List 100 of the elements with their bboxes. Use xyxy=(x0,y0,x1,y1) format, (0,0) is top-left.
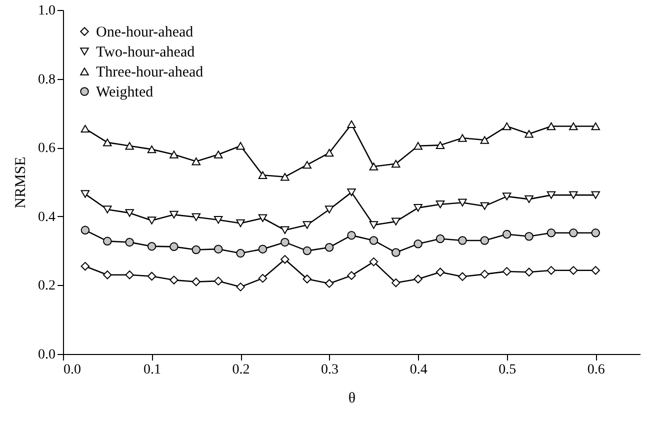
x-tick-label: 0.3 xyxy=(321,362,339,378)
point xyxy=(214,216,223,224)
point xyxy=(103,236,112,246)
point xyxy=(480,136,490,144)
point xyxy=(546,191,556,199)
point xyxy=(302,221,312,229)
point xyxy=(436,234,445,244)
point xyxy=(280,226,290,234)
point xyxy=(236,219,245,228)
point xyxy=(392,248,400,257)
point xyxy=(524,232,534,241)
point xyxy=(147,145,156,154)
point xyxy=(524,130,534,138)
point xyxy=(236,282,245,292)
point xyxy=(103,206,112,214)
x-tick-label: 0.6 xyxy=(587,362,605,378)
point xyxy=(80,124,90,133)
point xyxy=(480,270,490,279)
point xyxy=(80,262,90,271)
point xyxy=(524,268,534,276)
point xyxy=(546,266,556,275)
point xyxy=(103,138,112,146)
point xyxy=(192,158,201,166)
point xyxy=(125,142,134,150)
point xyxy=(458,236,467,245)
point xyxy=(236,248,245,258)
point xyxy=(569,228,578,238)
point xyxy=(125,238,134,247)
point xyxy=(347,271,356,280)
point xyxy=(214,276,223,286)
point xyxy=(502,230,512,239)
point xyxy=(436,268,445,276)
point xyxy=(258,214,268,222)
point xyxy=(192,213,201,221)
point xyxy=(302,160,312,169)
y-tick-label: 0.2 xyxy=(38,278,56,294)
point xyxy=(258,244,268,254)
point xyxy=(369,236,378,245)
y-tick-label: 0.6 xyxy=(38,141,56,156)
point xyxy=(347,188,356,196)
point xyxy=(125,209,134,217)
y-tick-label: 0.0 xyxy=(38,348,56,362)
point xyxy=(214,244,223,254)
point xyxy=(280,238,290,247)
point xyxy=(80,190,90,198)
y-tick-label: 1.0 xyxy=(38,4,56,18)
point xyxy=(591,122,600,130)
point xyxy=(302,274,312,284)
point xyxy=(125,270,134,280)
legend-label: Two-hour-ahead xyxy=(96,44,196,60)
point xyxy=(347,120,356,128)
point xyxy=(480,236,490,245)
point xyxy=(414,240,422,248)
point xyxy=(80,226,90,235)
point xyxy=(369,162,378,170)
point xyxy=(546,228,556,238)
point xyxy=(170,210,178,219)
x-tick-label: 0.4 xyxy=(410,362,428,378)
point xyxy=(302,246,312,256)
point xyxy=(480,202,490,210)
point xyxy=(147,272,156,281)
point xyxy=(324,206,334,214)
point xyxy=(414,274,422,284)
legend-label: Weighted xyxy=(96,84,154,100)
x-tick-label: 0.2 xyxy=(232,362,250,378)
point xyxy=(103,270,112,280)
point xyxy=(458,134,467,142)
point xyxy=(569,266,578,275)
point xyxy=(170,242,178,252)
point xyxy=(392,218,400,226)
y-axis-title: NRMSE xyxy=(13,156,29,208)
point xyxy=(569,191,578,199)
point xyxy=(147,216,156,224)
point xyxy=(414,204,422,212)
point xyxy=(436,141,445,150)
point xyxy=(502,122,512,130)
point xyxy=(436,200,445,208)
x-tick-label: 0.1 xyxy=(144,362,162,378)
point xyxy=(392,160,400,168)
point xyxy=(324,279,334,288)
y-tick-label: 0.8 xyxy=(38,72,56,88)
point xyxy=(192,245,201,254)
point xyxy=(502,192,512,200)
point xyxy=(458,198,467,206)
legend-label: Three-hour-ahead xyxy=(96,64,204,80)
legend-label: One-hour-ahead xyxy=(96,24,194,40)
point xyxy=(591,266,600,275)
point xyxy=(170,276,178,284)
point xyxy=(591,228,600,238)
x-axis-title: θ xyxy=(348,390,356,406)
point xyxy=(458,272,467,281)
point xyxy=(502,267,512,276)
point xyxy=(258,171,268,179)
point xyxy=(192,277,201,286)
point xyxy=(347,230,356,240)
point xyxy=(591,191,600,199)
point xyxy=(258,274,268,283)
point xyxy=(546,122,556,130)
point xyxy=(569,122,578,130)
x-tick-label: 0.5 xyxy=(498,362,516,378)
